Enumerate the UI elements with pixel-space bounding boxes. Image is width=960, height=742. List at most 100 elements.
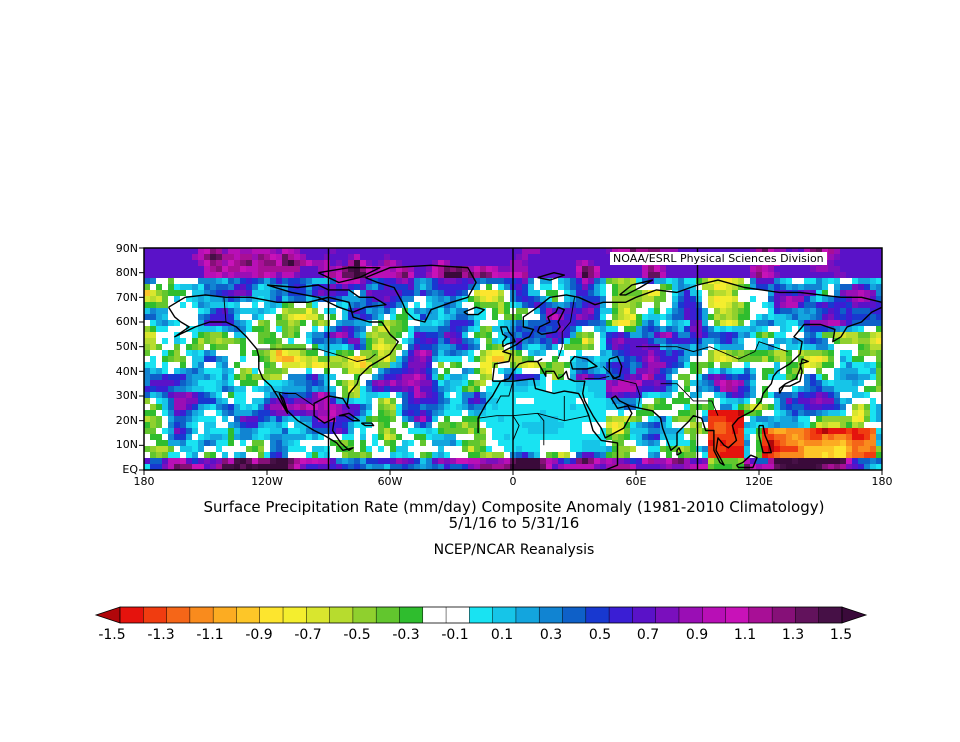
anomaly-cell (720, 392, 727, 399)
anomaly-cell (582, 422, 589, 429)
anomaly-cell (396, 398, 403, 405)
anomaly-cell (150, 260, 157, 267)
anomaly-cell (174, 266, 181, 273)
anomaly-cell (852, 302, 859, 309)
anomaly-cell (666, 452, 673, 459)
anomaly-cell (402, 356, 409, 363)
anomaly-cell (726, 362, 733, 369)
anomaly-cell (174, 446, 181, 453)
anomaly-cell (822, 362, 829, 369)
colorbar-over-arrow (841, 606, 868, 624)
anomaly-cell (228, 428, 235, 435)
anomaly-cell (810, 338, 817, 345)
anomaly-cell (480, 452, 487, 459)
anomaly-cell (672, 404, 679, 411)
anomaly-cell (798, 380, 805, 387)
anomaly-cell (702, 326, 709, 333)
anomaly-cell (180, 254, 187, 261)
anomaly-cell (552, 416, 559, 423)
anomaly-cell (294, 386, 301, 393)
anomaly-cell (762, 308, 769, 315)
anomaly-cell (366, 440, 373, 447)
anomaly-cell (456, 290, 463, 297)
anomaly-cell (210, 296, 217, 303)
anomaly-cell (414, 380, 421, 387)
anomaly-cell (318, 386, 325, 393)
anomaly-cell (450, 404, 457, 411)
anomaly-cell (402, 362, 409, 369)
anomaly-cell (174, 338, 181, 345)
anomaly-cell (312, 368, 319, 375)
anomaly-cell (858, 350, 865, 357)
anomaly-cell (258, 374, 265, 381)
anomaly-cell (792, 410, 799, 417)
anomaly-cell (600, 302, 607, 309)
anomaly-cell (162, 248, 169, 255)
anomaly-cell (432, 320, 439, 327)
coastline (676, 447, 682, 456)
anomaly-cell (660, 308, 667, 315)
anomaly-cell (456, 356, 463, 363)
anomaly-cell (564, 356, 571, 363)
anomaly-cell (654, 356, 661, 363)
anomaly-cell (630, 446, 637, 453)
anomaly-cell (294, 422, 301, 429)
anomaly-cell (744, 380, 751, 387)
anomaly-cell (444, 356, 451, 363)
anomaly-cell (684, 350, 691, 357)
anomaly-cell (738, 278, 745, 285)
lon-label: 60W (377, 475, 403, 488)
anomaly-cell (672, 386, 679, 393)
anomaly-cell (294, 272, 301, 279)
anomaly-cell (360, 392, 367, 399)
anomaly-cell (312, 272, 319, 279)
anomaly-cell (306, 344, 313, 351)
anomaly-cell (804, 392, 811, 399)
anomaly-cell (330, 392, 337, 399)
anomaly-cell (222, 260, 229, 267)
anomaly-cell (162, 386, 169, 393)
anomaly-cell (216, 302, 223, 309)
anomaly-cell (636, 446, 643, 453)
anomaly-cell (660, 320, 667, 327)
anomaly-cell (582, 350, 589, 357)
anomaly-cell (840, 344, 847, 351)
anomaly-cell (234, 344, 241, 351)
anomaly-cell (732, 446, 739, 453)
anomaly-cell (210, 308, 217, 315)
anomaly-cell (594, 362, 601, 369)
anomaly-cell (372, 368, 379, 375)
anomaly-cell (426, 446, 433, 453)
anomaly-cell (372, 392, 379, 399)
anomaly-cell (822, 440, 829, 447)
anomaly-cell (666, 410, 673, 417)
anomaly-cell (696, 356, 703, 363)
anomaly-cell (720, 314, 727, 321)
anomaly-cell (804, 272, 811, 279)
anomaly-cell (228, 356, 235, 363)
anomaly-cell (270, 392, 277, 399)
anomaly-cell (330, 446, 337, 453)
anomaly-cell (198, 248, 205, 255)
anomaly-cell (522, 392, 529, 399)
anomaly-cell (582, 290, 589, 297)
anomaly-cell (840, 314, 847, 321)
anomaly-cell (456, 428, 463, 435)
anomaly-cell (522, 320, 529, 327)
anomaly-cell (792, 290, 799, 297)
anomaly-cell (438, 326, 445, 333)
anomaly-cell (480, 302, 487, 309)
anomaly-cell (396, 356, 403, 363)
anomaly-cell (234, 428, 241, 435)
anomaly-cell (696, 338, 703, 345)
anomaly-cell (474, 344, 481, 351)
anomaly-cell (528, 356, 535, 363)
anomaly-cell (300, 392, 307, 399)
anomaly-cell (552, 332, 559, 339)
anomaly-cell (354, 374, 361, 381)
anomaly-cell (216, 440, 223, 447)
anomaly-cell (582, 266, 589, 273)
anomaly-cell (726, 458, 733, 465)
anomaly-cell (288, 338, 295, 345)
anomaly-cell (594, 368, 601, 375)
